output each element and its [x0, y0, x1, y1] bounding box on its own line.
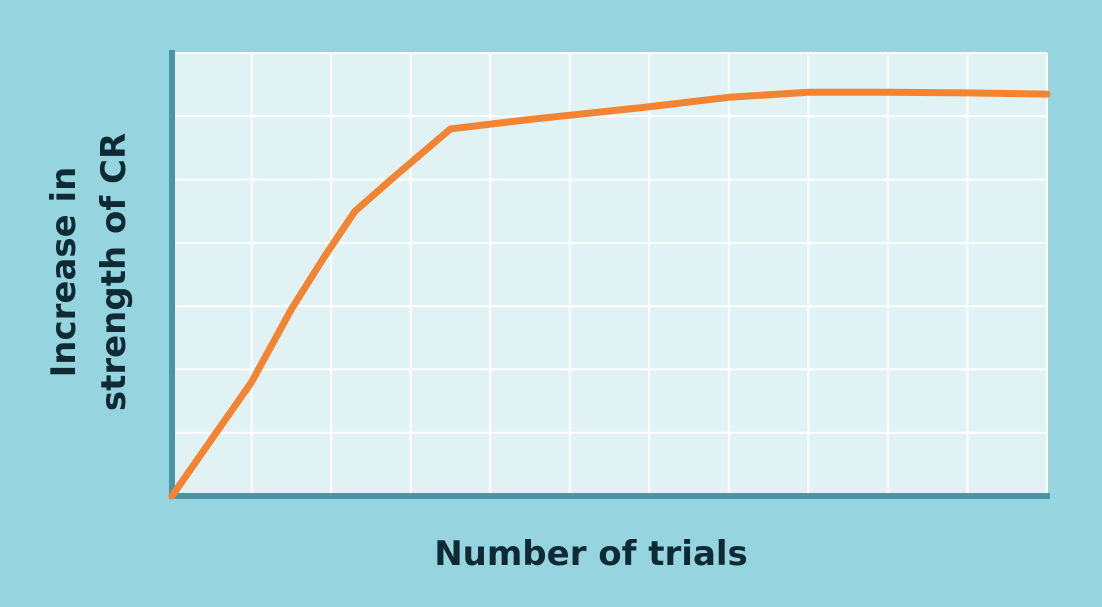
plot-area [172, 53, 1047, 496]
y-axis-label-line-1: Increase in [44, 167, 84, 378]
x-gridlines [250, 53, 1048, 496]
y-axis-label-line-2: strength of CR [94, 133, 134, 411]
y-gridlines [172, 52, 1047, 434]
series-line [168, 88, 1051, 500]
x-axis-label: Number of trials [434, 534, 748, 574]
